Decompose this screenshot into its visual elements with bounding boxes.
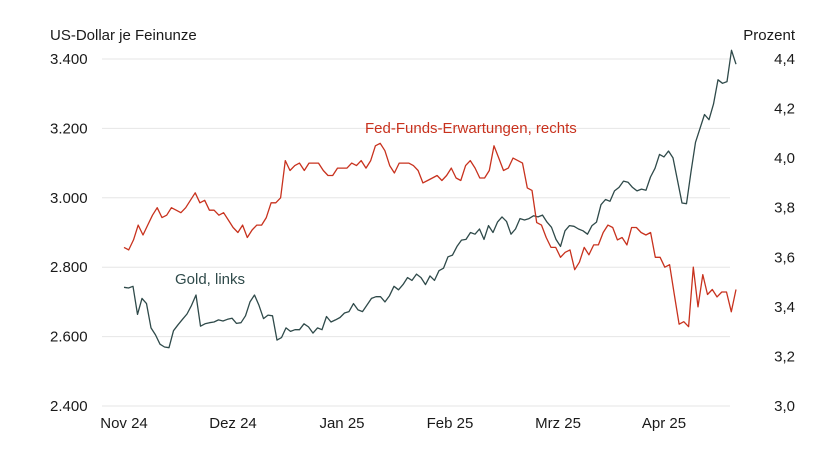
- x-tick-label: Mrz 25: [535, 415, 581, 432]
- right-tick-label: 3,2: [774, 348, 795, 365]
- right-tick-label: 3,4: [774, 299, 795, 316]
- x-axis-ticks: Nov 24 Dez 24 Jan 25 Feb 25 Mrz 25 Apr 25: [100, 415, 686, 432]
- right-tick-label: 3,8: [774, 200, 795, 217]
- left-tick-label: 2.800: [50, 259, 88, 276]
- fed-funds-series-line: [123, 142, 737, 328]
- right-tick-label: 4,2: [774, 101, 795, 118]
- right-axis-title: Prozent: [743, 27, 796, 44]
- right-tick-label: 4,0: [774, 150, 795, 167]
- fed-funds-annotation: Fed-Funds-Erwartungen, rechts: [365, 120, 577, 137]
- left-axis-title: US-Dollar je Feinunze: [50, 27, 197, 44]
- right-axis-ticks: 4,4 4,2 4,0 3,8 3,6 3,4 3,2 3,0: [774, 51, 795, 415]
- gold-series-line: [123, 49, 737, 349]
- gridlines: [102, 58, 730, 407]
- left-axis-ticks: 3.400 3.200 3.000 2.800 2.600 2.400: [50, 51, 88, 415]
- right-tick-label: 3,6: [774, 249, 795, 266]
- gold-annotation: Gold, links: [175, 271, 245, 288]
- x-tick-label: Jan 25: [319, 415, 364, 432]
- left-tick-label: 2.600: [50, 329, 88, 346]
- x-tick-label: Nov 24: [100, 415, 148, 432]
- left-tick-label: 3.200: [50, 120, 88, 137]
- left-tick-label: 3.400: [50, 51, 88, 68]
- left-tick-label: 2.400: [50, 398, 88, 415]
- x-tick-label: Apr 25: [642, 415, 686, 432]
- x-tick-label: Dez 24: [209, 415, 257, 432]
- right-tick-label: 4,4: [774, 51, 795, 68]
- series-lines: [123, 49, 737, 349]
- x-tick-label: Feb 25: [427, 415, 474, 432]
- right-tick-label: 3,0: [774, 398, 795, 415]
- left-tick-label: 3.000: [50, 190, 88, 207]
